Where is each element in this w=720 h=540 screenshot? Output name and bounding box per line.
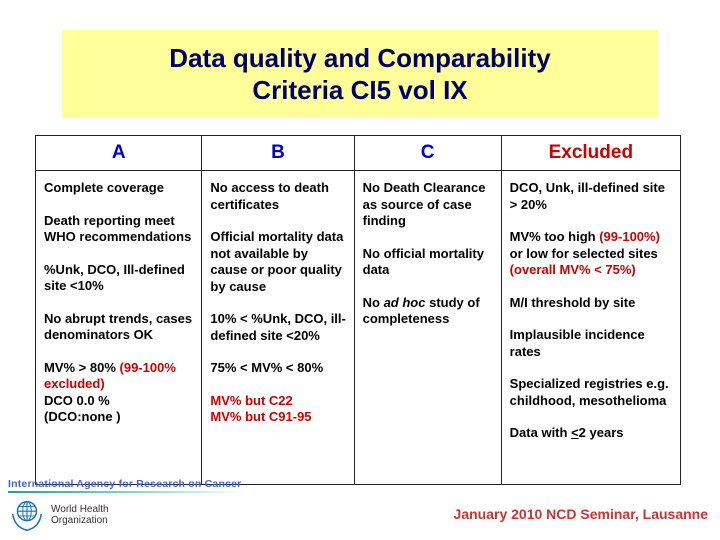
- text-segment: Death reporting meet WHO recommendations: [44, 212, 192, 245]
- cell-paragraph: MV% > 80% (99-100% excluded) DCO 0.0 % (D…: [44, 360, 195, 426]
- title-banner: Data quality and Comparability Criteria …: [62, 30, 658, 118]
- slide-title-line1: Data quality and Comparability: [169, 42, 551, 73]
- text-segment: DCO 0.0 %: [44, 392, 110, 408]
- column-header-c: C: [353, 135, 502, 171]
- text-segment: MV% but C22: [210, 392, 293, 408]
- text-segment: Data with: [509, 425, 572, 440]
- seminar-note: January 2010 NCD Seminar, Lausanne: [453, 506, 708, 522]
- cell-paragraph: MV% but C22 MV% but C91-95: [210, 393, 347, 426]
- text-segment: (DCO:none ): [44, 409, 121, 424]
- text-segment: No abrupt trends, cases denominators OK: [44, 310, 193, 343]
- who-logo-text: World Health Organization: [51, 504, 109, 527]
- cell-paragraph: %Unk, DCO, Ill-defined site <10%: [44, 262, 195, 295]
- text-segment: MV% but C91-95: [210, 409, 312, 424]
- iarc-logo-text: International Agency for Research on Can…: [8, 478, 242, 490]
- text-segment: or low for selected sites: [509, 245, 658, 261]
- cell-paragraph: DCO, Unk, ill-defined site > 20%: [510, 180, 674, 213]
- column-excluded-cell: DCO, Unk, ill-defined site > 20% MV% too…: [500, 170, 682, 485]
- text-segment: study of completeness: [362, 294, 480, 327]
- cell-paragraph: Specialized registries e.g. childhood, m…: [510, 376, 674, 409]
- text-segment: M/I threshold by site: [509, 294, 636, 310]
- text-segment: 2 years: [578, 425, 624, 440]
- text-segment: (99-100% excluded): [44, 359, 176, 392]
- iarc-logo: International Agency for Research on Can…: [8, 478, 250, 493]
- cell-paragraph: Implausible incidence rates: [510, 327, 674, 360]
- text-segment: MV% > 80%: [44, 359, 120, 375]
- slide-title-line2: Criteria CI5 vol IX: [252, 75, 468, 105]
- cell-paragraph: Official mortality data not available by…: [210, 229, 347, 295]
- cell-paragraph: No access to death certificates: [210, 180, 347, 213]
- text-segment: DCO, Unk, ill-defined site > 20%: [509, 180, 665, 212]
- cell-paragraph: MV% too high (99-100%) or low for select…: [510, 229, 674, 279]
- column-header-b: B: [201, 135, 355, 171]
- cell-paragraph: Death reporting meet WHO recommendations: [44, 213, 195, 246]
- cell-paragraph: No abrupt trends, cases denominators OK: [44, 311, 195, 344]
- cell-paragraph: M/I threshold by site: [510, 295, 674, 312]
- text-segment: Specialized registries e.g. childhood, m…: [509, 376, 669, 408]
- cell-paragraph: 10% < %Unk, DCO, ill-defined site <20%: [210, 311, 347, 344]
- text-segment: %Unk, DCO, Ill-defined site <10%: [44, 261, 185, 294]
- criteria-table: A B C Excluded Complete coverage Death re…: [34, 135, 682, 485]
- text-segment: No Death Clearance as source of case fin…: [362, 180, 486, 228]
- cell-paragraph: No ad hoc study of completeness: [363, 295, 495, 328]
- text-segment: No access to death certificates: [210, 180, 329, 212]
- cell-paragraph: No official mortality data: [363, 246, 495, 279]
- column-header-a: A: [34, 135, 203, 171]
- who-logo-text-line1: World Health: [51, 503, 109, 515]
- text-segment: MV% too high: [509, 229, 600, 244]
- text-segment: No: [362, 294, 384, 310]
- column-c-cell: No Death Clearance as source of case fin…: [353, 170, 502, 485]
- text-segment: 75% < MV% < 80%: [210, 360, 324, 375]
- cell-paragraph: Data with <2 years: [510, 425, 674, 442]
- who-logo: World Health Organization: [8, 496, 109, 534]
- who-globe-icon: [11, 500, 43, 531]
- column-b-cell: No access to death certificates Official …: [201, 170, 355, 485]
- text-segment: (99-100%): [599, 229, 660, 244]
- text-segment: 10% < %Unk, DCO, ill-defined site <20%: [210, 311, 346, 343]
- text-segment: Implausible incidence rates: [509, 327, 645, 359]
- cell-paragraph: Complete coverage: [44, 180, 195, 197]
- iarc-logo-underline: [8, 491, 246, 493]
- cell-paragraph: No Death Clearance as source of case fin…: [363, 180, 495, 230]
- column-header-excluded: Excluded: [500, 135, 682, 171]
- table-body-row: Complete coverage Death reporting meet WH…: [34, 170, 682, 485]
- text-segment: No official mortality data: [362, 245, 484, 278]
- text-segment: Complete coverage: [44, 180, 164, 195]
- text-segment: ad hoc: [383, 294, 426, 310]
- column-a-cell: Complete coverage Death reporting meet WH…: [34, 170, 203, 485]
- cell-paragraph: 75% < MV% < 80%: [210, 360, 347, 377]
- table-header-row: A B C Excluded: [34, 135, 682, 171]
- text-segment: <: [571, 425, 579, 440]
- text-segment: (overall MV% < 75%): [509, 262, 636, 277]
- text-segment: Official mortality data not available by…: [210, 229, 344, 294]
- who-logo-text-line2: Organization: [51, 515, 108, 526]
